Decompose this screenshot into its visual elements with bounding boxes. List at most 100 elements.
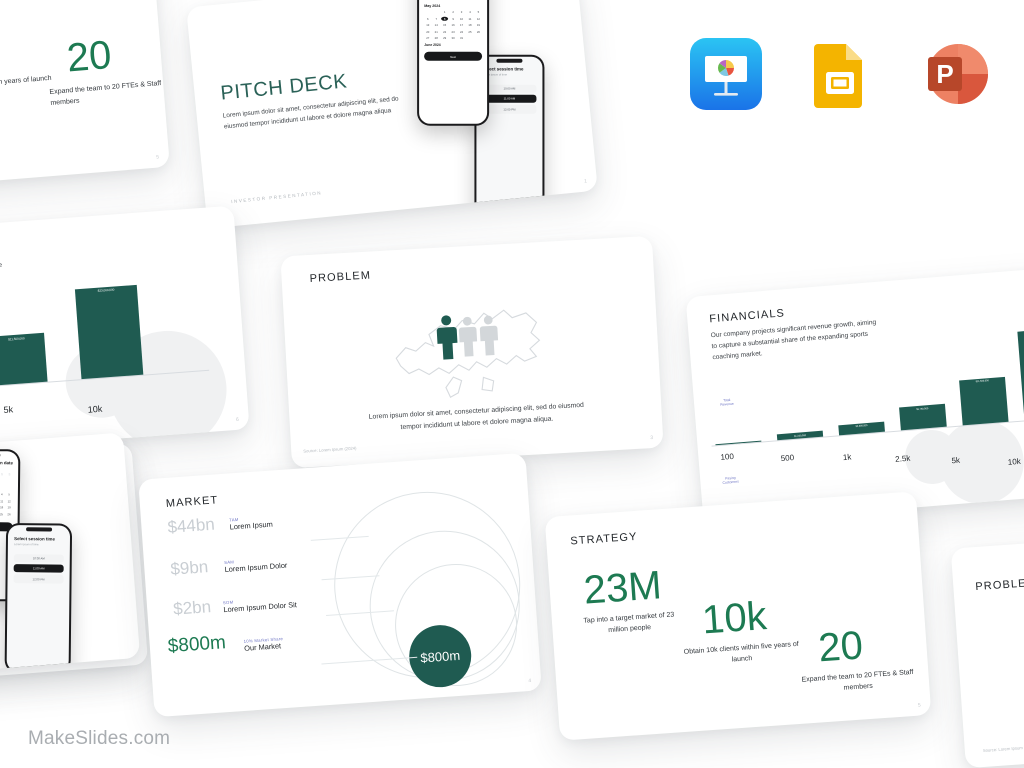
bar-group: $11,500,000 (955, 328, 1009, 426)
calendar-day[interactable]: 31 (459, 35, 464, 40)
calendar-week-row: 13 14 15 16 17 18 19 (424, 23, 482, 27)
slide-source: Source: Lorem Ipsum (2024) (303, 445, 357, 454)
x-axis-tick: 500 (780, 453, 795, 464)
people-icons (436, 315, 499, 360)
bar-value-label: $5,750,000 (916, 407, 929, 412)
calendar-day[interactable]: 23 (451, 29, 455, 34)
calendar-day[interactable]: 12 (476, 16, 480, 21)
calendar-day[interactable]: 6 (427, 16, 429, 21)
calendar-day[interactable]: 26 (476, 29, 480, 34)
time-slot-option[interactable]: 10:00 AM (482, 84, 537, 93)
calendar-day[interactable]: 17 (459, 22, 464, 27)
calendar-day[interactable]: 28 (434, 35, 438, 40)
calendar-day[interactable]: 10 (459, 16, 464, 21)
time-slot-option-selected[interactable]: 11:00 AM (13, 564, 64, 574)
calendar-day[interactable]: 19 (7, 505, 11, 510)
calendar-day[interactable]: 22 (443, 29, 447, 34)
x-axis-tick: 5k (951, 455, 961, 466)
calendar-day[interactable]: 19 (476, 22, 480, 27)
market-row-meta: SAM Lorem Ipsum Dolor (224, 556, 288, 574)
calendar-day[interactable]: 29 (443, 35, 447, 40)
strategy-stat-caption: Obtain 10k clients within five years of … (683, 640, 799, 664)
calendar-day-selected[interactable]: 8 (441, 16, 449, 21)
calendar-day[interactable]: 9 (452, 16, 454, 21)
calendar-day[interactable]: 7 (435, 16, 438, 21)
calendar-day[interactable]: 11 (0, 498, 4, 503)
slide-card-phone-mockup-cropped[interactable]: Select start session date Lorem ipsum co… (0, 432, 141, 682)
slide-title: MARKET (165, 494, 219, 510)
time-slot-option[interactable]: 12:00 PM (482, 105, 537, 114)
calendar-day[interactable]: 25 (468, 29, 472, 34)
calendar-day[interactable]: 5 (477, 9, 480, 14)
market-row-meta: TAM Lorem Ipsum (229, 515, 273, 532)
calendar-day[interactable]: 30 (451, 35, 455, 40)
x-axis-tick: 100 (720, 451, 735, 462)
calendar-day[interactable]: 3 (460, 9, 463, 14)
calendar-day[interactable]: 16 (451, 22, 455, 27)
strategy-stat-value: 20 (816, 623, 865, 671)
slide-page-number: 4 (528, 677, 532, 685)
market-row: $800m (167, 632, 227, 658)
hong-kong-map-icon (395, 309, 541, 399)
strategy-stat-value: 23M (582, 563, 664, 613)
slide-card-strategy[interactable]: STRATEGY 23M Tap into a target market of… (544, 491, 932, 741)
keynote-icon[interactable] (690, 38, 762, 110)
calendar-day[interactable]: 2 (452, 9, 454, 14)
market-bubble-label: $800m (419, 647, 461, 666)
time-slot-option[interactable]: 12:00 PM (13, 574, 64, 584)
slide-card-market[interactable]: MARKET $800m $44bn TAM Lorem Ipsum $9bn … (138, 452, 542, 718)
x-axis-tick: 10k (87, 403, 103, 415)
slide-card-problem-cropped[interactable]: PROBLEM Source: Lorem Ipsum (2024) (950, 527, 1024, 768)
calendar-day[interactable]: 4 (469, 9, 471, 14)
time-slot-option[interactable]: 10:00 AM (13, 553, 64, 563)
calendar-day[interactable]: 4 (0, 492, 3, 497)
bar-value-label: $1,150,000 (793, 433, 807, 438)
calendar-day[interactable]: 14 (434, 22, 438, 27)
calendar-day[interactable]: 11 (468, 16, 472, 21)
calendar-day[interactable]: 18 (0, 505, 4, 510)
phone-heading: Select session time (482, 66, 524, 72)
x-axis-tick: 5k (3, 404, 14, 415)
weekday-label: S (1, 472, 3, 477)
market-amount: $44bn (166, 514, 216, 537)
x-axis-tick: 10k (1007, 456, 1022, 467)
slide-title: FINANCIALS (708, 307, 786, 326)
market-row: $9bn (170, 557, 209, 580)
calendar-day[interactable]: 18 (468, 22, 472, 27)
slide-page-number: 5 (917, 702, 921, 709)
calendar-day[interactable]: 26 (7, 511, 11, 517)
bar-value-label: $11,500,000 (975, 379, 989, 384)
slide-card-financials-right[interactable]: FINANCIALS Our company projects signific… (685, 263, 1024, 525)
google-slides-icon[interactable] (804, 38, 876, 110)
strategy-stat-value: 20 (65, 32, 114, 81)
slide-card-pitch-deck[interactable]: PITCH DECK Lorem ipsum dolor sit amet, c… (186, 0, 598, 229)
powerpoint-icon[interactable]: P (918, 38, 990, 110)
slide-card-problem[interactable]: PROBLEM Lorem ipsum dolor sit amet, cons… (280, 235, 664, 469)
calendar-next-button[interactable]: Next (424, 51, 482, 62)
calendar-month-label: May 2024 (0, 486, 13, 491)
calendar-day[interactable]: 27 (426, 35, 430, 40)
strategy-stat: 20 (65, 33, 113, 81)
x-axis-tick: 2.5k (894, 453, 911, 464)
calendar-day[interactable]: 24 (459, 29, 464, 34)
calendar-day[interactable]: 25 (0, 511, 4, 516)
calendar-day[interactable]: 1 (443, 9, 446, 14)
calendar-day[interactable]: 13 (426, 22, 430, 27)
calendar-day[interactable]: 20 (426, 29, 430, 34)
calendar-week-row: 20 21 22 23 24 25 26 (424, 29, 482, 33)
calendar-day[interactable]: 12 (7, 499, 11, 504)
phone-heading: Select start session date (0, 460, 13, 466)
calendar-day[interactable]: 5 (8, 492, 11, 497)
slide-page-number: 5 (156, 154, 160, 161)
time-slot-option-selected[interactable]: 11:00 AM (482, 94, 537, 104)
bar-group: $230,000 (708, 348, 762, 447)
market-row: $2bn (173, 597, 212, 620)
calendar-day[interactable]: 21 (434, 29, 438, 34)
calendar-week-row: 6 7 8 9 10 11 12 (424, 16, 482, 21)
calendar-day[interactable]: 15 (443, 22, 447, 27)
weekday-label: S (8, 472, 11, 477)
market-label: Lorem Ipsum (229, 519, 274, 532)
slide-card-strategy-cropped[interactable]: k clients within years of launch 20 Expa… (0, 0, 170, 197)
slide-card-financials-left[interactable]: FINANCIALS Our company projects signific… (0, 205, 250, 463)
